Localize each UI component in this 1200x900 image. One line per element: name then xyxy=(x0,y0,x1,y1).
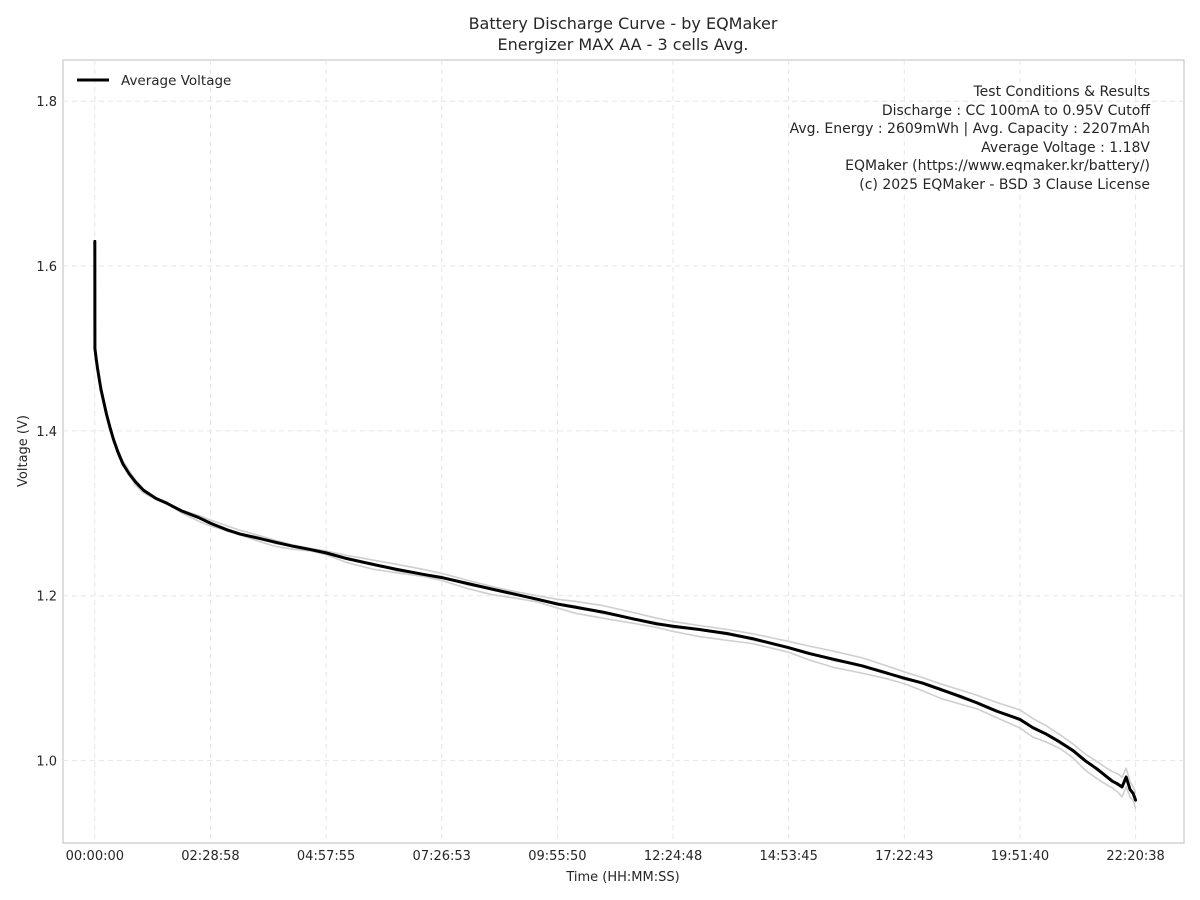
chart-title-line-2: Energizer MAX AA - 3 cells Avg. xyxy=(498,35,749,54)
annotation-line-1: Test Conditions & Results xyxy=(973,84,1151,100)
x-tick-label: 00:00:00 xyxy=(66,849,124,864)
grid-lines xyxy=(63,60,1184,843)
annotation-line-4: Average Voltage : 1.18V xyxy=(981,140,1150,156)
y-tick-label: 1.2 xyxy=(36,590,57,605)
x-tick-label: 04:57:55 xyxy=(297,849,355,864)
x-tick-label: 14:53:45 xyxy=(759,849,817,864)
annotation-line-6: (c) 2025 EQMaker - BSD 3 Clause License xyxy=(859,177,1150,193)
chart-title-line-1: Battery Discharge Curve - by EQMaker xyxy=(469,14,778,33)
x-tick-label: 09:55:50 xyxy=(528,849,586,864)
x-tick-label: 19:51:40 xyxy=(991,849,1049,864)
legend: Average Voltage xyxy=(77,73,231,89)
annotation-line-2: Discharge : CC 100mA to 0.95V Cutoff xyxy=(882,103,1151,119)
x-tick-label: 22:20:38 xyxy=(1106,849,1164,864)
y-tick-label: 1.6 xyxy=(36,260,57,275)
x-tick-label: 07:26:53 xyxy=(413,849,471,864)
y-axis-ticks: 1.0 1.2 1.4 1.6 1.8 xyxy=(36,95,57,769)
y-tick-label: 1.8 xyxy=(36,95,57,110)
x-axis-ticks: 00:00:00 02:28:58 04:57:55 07:26:53 09:55:50… xyxy=(66,849,1165,864)
x-tick-label: 12:24:48 xyxy=(644,849,702,864)
cell-trace-1 xyxy=(94,240,1137,794)
annotation-line-5: EQMaker (https://www.eqmaker.kr/battery/… xyxy=(845,158,1150,174)
annotation-box: Test Conditions & Results Discharge : CC… xyxy=(790,84,1151,193)
x-tick-label: 17:22:43 xyxy=(875,849,933,864)
x-tick-label: 02:28:58 xyxy=(181,849,239,864)
legend-label-average-voltage: Average Voltage xyxy=(121,73,231,89)
x-axis-label: Time (HH:MM:SS) xyxy=(565,870,679,885)
y-tick-label: 1.0 xyxy=(36,755,57,770)
series-average-voltage-line xyxy=(93,239,1138,802)
y-axis-label: Voltage (V) xyxy=(16,415,31,487)
y-tick-label: 1.4 xyxy=(36,425,57,440)
annotation-line-3: Avg. Energy : 2609mWh | Avg. Capacity : … xyxy=(790,121,1150,137)
series-lines xyxy=(93,239,1138,802)
